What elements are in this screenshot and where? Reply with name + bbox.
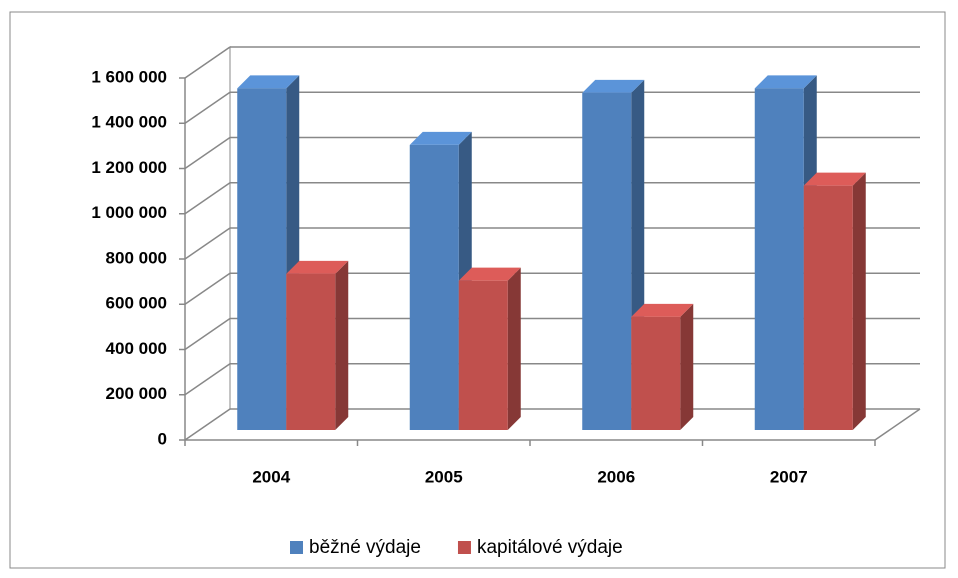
y-tick-label: 800 000 [106,248,167,267]
legend-label: kapitálové výdaje [477,537,623,558]
bar-top [237,75,300,89]
y-tick-label: 400 000 [106,339,167,358]
grid-line-side [184,227,231,260]
y-tick-label: 1 200 000 [91,158,167,177]
grid-line-side [184,136,231,170]
legend-swatch [457,541,471,554]
bar-top [754,75,817,89]
bar-top [631,303,694,317]
bar-side [852,172,866,430]
y-tick-label: 0 [158,429,167,448]
grid-line-side [184,272,231,305]
y-tick-label: 1 400 000 [91,113,167,132]
legend-label: běžné výdaje [309,537,421,558]
y-tick-label: 1 000 000 [91,203,167,222]
bar [458,280,508,430]
bar [286,273,336,430]
bar [237,88,287,431]
bar-top [286,260,349,274]
grid-line-side [184,182,231,215]
bar-top [458,267,521,281]
grid-line-side [184,91,231,124]
floor-edge [874,408,921,441]
bar-side [507,267,521,430]
legend-swatch [290,541,303,554]
bar-side [335,260,349,430]
bar [803,185,853,430]
x-tick-label: 2005 [425,467,463,486]
x-tick-label: 2007 [770,467,808,486]
bar-side [680,303,694,430]
grid-line-side [184,46,231,79]
x-tick-label: 2004 [252,467,290,486]
y-tick-label: 600 000 [106,294,167,313]
grid-line-side [184,363,231,396]
bar [754,88,804,431]
bar [631,316,681,430]
y-tick-label: 1 600 000 [91,67,167,86]
bar-top [803,172,866,186]
y-tick-label: 200 000 [106,384,167,403]
grid-line-side [184,408,231,441]
grid-line-side [184,317,231,351]
bar [582,92,632,430]
bar-top [409,131,472,145]
x-tick-label: 2006 [597,467,635,486]
bar [409,144,459,431]
bar-top [582,79,645,93]
